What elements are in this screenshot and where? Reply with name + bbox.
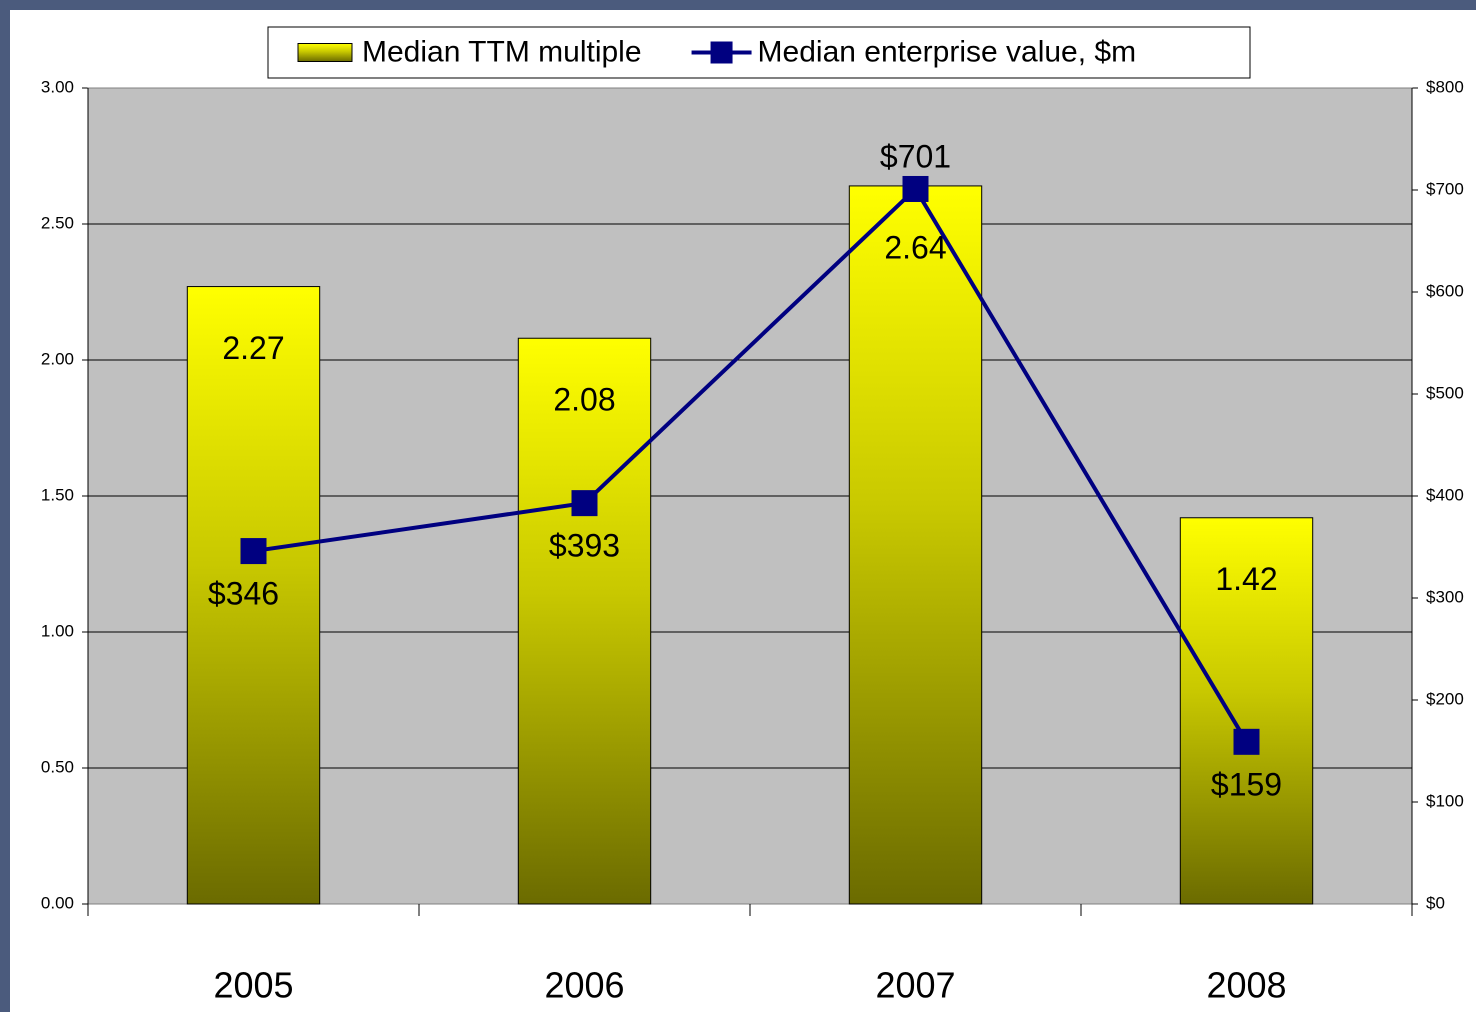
- bar-value-label: 2.08: [553, 382, 615, 418]
- x-tick-label: 2008: [1206, 965, 1286, 1006]
- y2-tick-label: $100: [1426, 791, 1464, 810]
- line-value-label: $701: [880, 138, 951, 174]
- legend-label: Median TTM multiple: [362, 35, 642, 68]
- marker: [1233, 728, 1260, 755]
- y-tick-label: 0.50: [41, 757, 74, 776]
- line-value-label: $159: [1211, 766, 1282, 802]
- marker: [240, 538, 267, 565]
- y2-tick-label: $0: [1426, 893, 1445, 912]
- y2-tick-label: $700: [1426, 179, 1464, 198]
- y2-tick-label: $600: [1426, 281, 1464, 300]
- legend-swatch: [297, 43, 353, 62]
- bar: [848, 185, 983, 905]
- legend-label: Median enterprise value, $m: [758, 35, 1137, 68]
- y2-tick-label: $500: [1426, 383, 1464, 402]
- bar-value-label: 2.64: [884, 229, 946, 265]
- line: [253, 185, 1249, 743]
- line-value-label: $393: [549, 528, 620, 564]
- y2-tick-label: $800: [1426, 77, 1464, 96]
- y-tick-label: 2.50: [41, 213, 74, 232]
- line-value-label: $346: [208, 576, 279, 612]
- y-tick-label: 1.50: [41, 485, 74, 504]
- bar-value-label: 1.42: [1215, 561, 1277, 597]
- y-tick-label: 1.00: [41, 621, 74, 640]
- legend-box: [267, 26, 1251, 79]
- bar: [517, 337, 652, 905]
- y-tick-label: 3.00: [41, 77, 74, 96]
- y2-tick-label: $300: [1426, 587, 1464, 606]
- x-tick-label: 2006: [544, 965, 624, 1006]
- marker: [571, 490, 598, 517]
- y-tick-label: 0.00: [41, 893, 74, 912]
- frame-top: [0, 0, 1476, 10]
- y-tick-label: 2.00: [41, 349, 74, 368]
- x-tick-label: 2005: [213, 965, 293, 1006]
- bar-value-label: 2.27: [222, 330, 284, 366]
- marker: [902, 175, 929, 202]
- bar: [1179, 517, 1314, 905]
- frame-left: [0, 0, 10, 1012]
- y2-tick-label: $400: [1426, 485, 1464, 504]
- x-tick-label: 2007: [875, 965, 955, 1006]
- legend-swatch-marker: [710, 41, 733, 64]
- bar: [186, 286, 321, 905]
- y2-tick-label: $200: [1426, 689, 1464, 708]
